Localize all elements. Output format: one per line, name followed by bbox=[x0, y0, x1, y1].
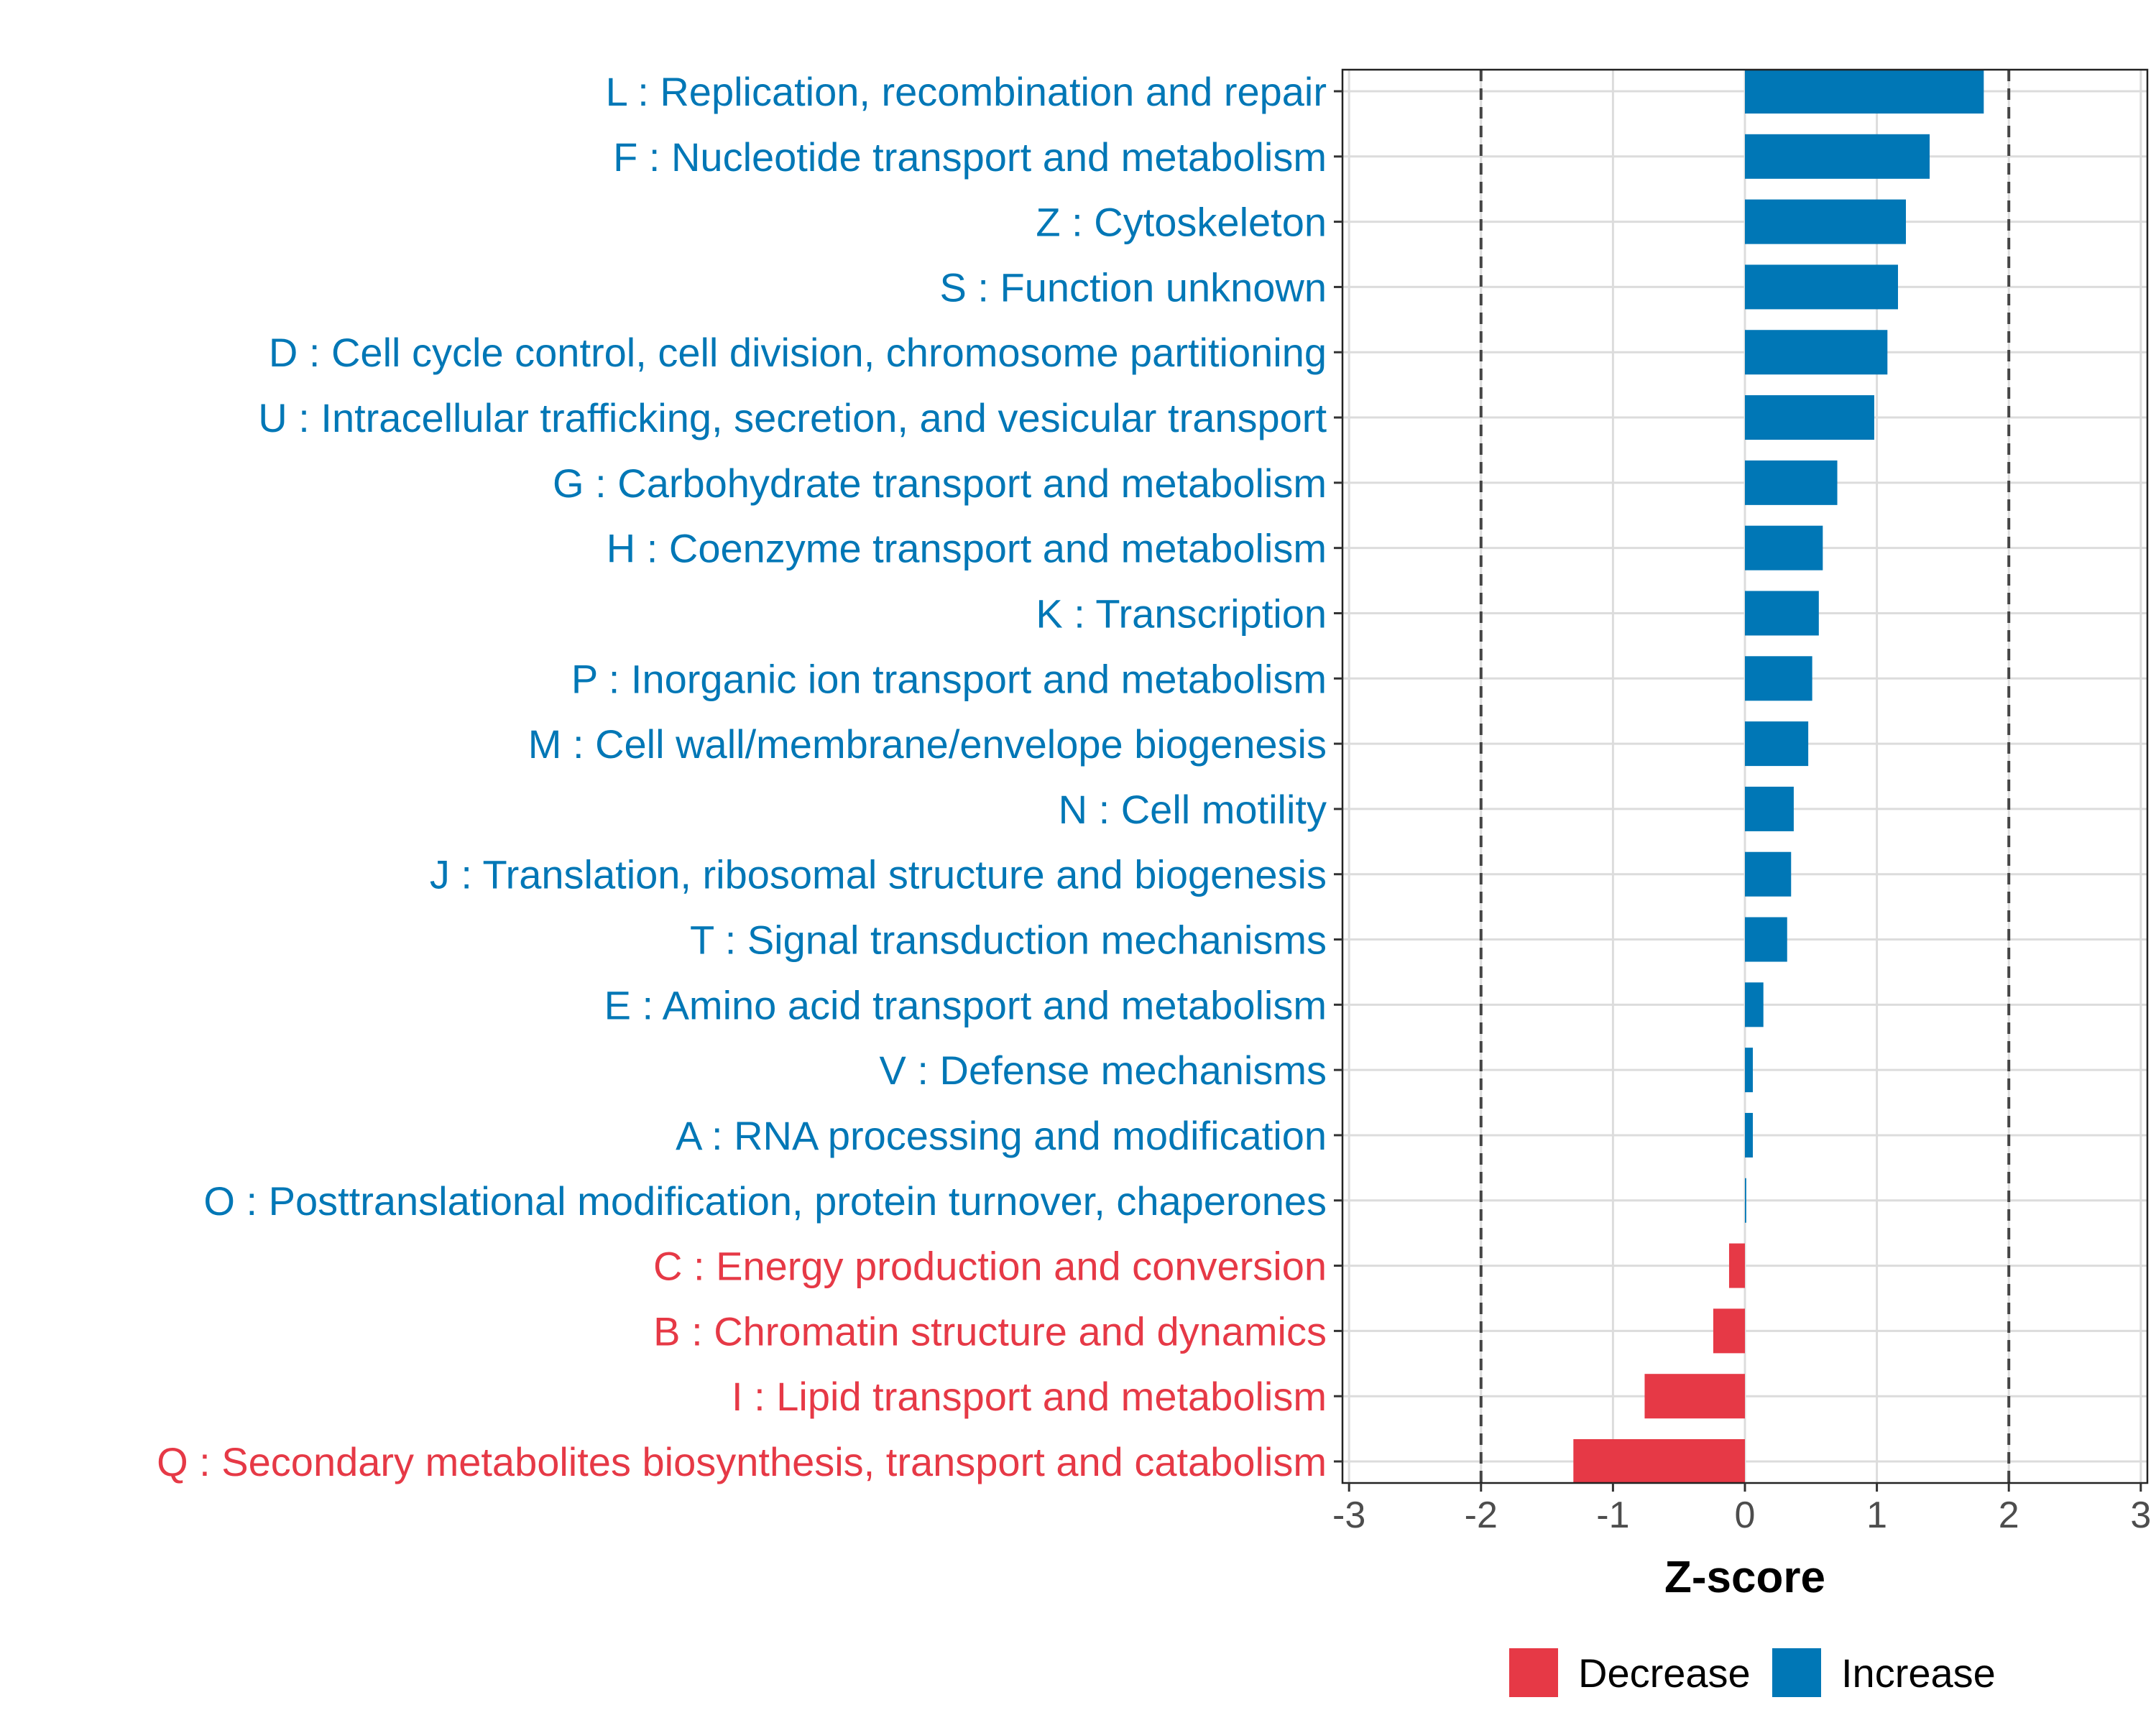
x-tick-label: -3 bbox=[1332, 1494, 1365, 1536]
x-tick-label: 3 bbox=[2130, 1494, 2151, 1536]
y-tick-label: Z : Cytoskeleton bbox=[1036, 200, 1327, 245]
x-tick-label: 0 bbox=[1735, 1494, 1756, 1536]
y-tick-label: K : Transcription bbox=[1036, 591, 1327, 636]
x-tick-label: 2 bbox=[1999, 1494, 2019, 1536]
y-tick-label: J : Translation, ribosomal structure and… bbox=[430, 852, 1327, 897]
bar bbox=[1745, 134, 1930, 179]
bar bbox=[1745, 786, 1794, 831]
legend-swatch bbox=[1772, 1648, 1821, 1697]
y-tick-label: F : Nucleotide transport and metabolism bbox=[613, 134, 1327, 180]
y-tick-label: Q : Secondary metabolites biosynthesis, … bbox=[157, 1439, 1327, 1484]
x-tick-label: -2 bbox=[1465, 1494, 1498, 1536]
y-tick-label: A : RNA processing and modification bbox=[676, 1113, 1327, 1158]
bar bbox=[1573, 1439, 1745, 1484]
y-tick-label: H : Coenzyme transport and metabolism bbox=[607, 526, 1327, 571]
bar bbox=[1745, 264, 1898, 310]
bar bbox=[1745, 395, 1874, 440]
y-tick-label: L : Replication, recombination and repai… bbox=[606, 69, 1327, 114]
x-tick-label: -1 bbox=[1596, 1494, 1629, 1536]
legend-swatch bbox=[1509, 1648, 1558, 1697]
x-tick-label: 1 bbox=[1866, 1494, 1887, 1536]
y-tick-label: G : Carbohydrate transport and metabolis… bbox=[553, 461, 1327, 506]
x-axis-title: Z-score bbox=[1664, 1553, 1825, 1602]
reference-lines bbox=[1479, 70, 2011, 1483]
bar bbox=[1745, 656, 1812, 701]
x-axis: -3 -2 -1 0 1 2 3 bbox=[1332, 1483, 2151, 1536]
legend: Decrease Increase bbox=[1509, 1648, 1996, 1697]
y-tick-label: M : Cell wall/membrane/envelope biogenes… bbox=[528, 721, 1327, 767]
y-tick-label: N : Cell motility bbox=[1059, 787, 1327, 832]
y-tick-label: V : Defense mechanisms bbox=[880, 1048, 1327, 1093]
bar bbox=[1745, 1048, 1754, 1093]
bar bbox=[1745, 982, 1764, 1027]
y-tick-label: S : Function unknown bbox=[939, 264, 1327, 310]
bar bbox=[1745, 330, 1888, 375]
legend-label: Decrease bbox=[1578, 1650, 1751, 1696]
legend-label: Increase bbox=[1841, 1650, 1996, 1696]
bar bbox=[1745, 199, 1906, 244]
y-tick-label: U : Intracellular trafficking, secretion… bbox=[258, 395, 1327, 440]
y-tick-label: D : Cell cycle control, cell division, c… bbox=[269, 330, 1327, 375]
bar bbox=[1713, 1308, 1745, 1354]
bar bbox=[1644, 1374, 1745, 1419]
bar bbox=[1745, 1178, 1746, 1223]
y-tick-label: T : Signal transduction mechanisms bbox=[690, 918, 1327, 963]
y-axis: L : Replication, recombination and repai… bbox=[157, 69, 1342, 1484]
y-tick-label: I : Lipid transport and metabolism bbox=[732, 1374, 1327, 1419]
bar bbox=[1745, 460, 1838, 505]
bars bbox=[1573, 69, 1984, 1484]
y-tick-label: B : Chromatin structure and dynamics bbox=[653, 1308, 1327, 1354]
bar bbox=[1745, 591, 1819, 636]
bar bbox=[1745, 69, 1984, 114]
y-tick-label: E : Amino acid transport and metabolism bbox=[604, 982, 1327, 1027]
bar bbox=[1745, 1112, 1754, 1158]
y-tick-label: O : Posttranslational modification, prot… bbox=[203, 1178, 1327, 1224]
bar bbox=[1745, 525, 1823, 570]
bar bbox=[1745, 721, 1809, 767]
bar bbox=[1745, 851, 1792, 897]
bar bbox=[1728, 1243, 1745, 1288]
y-tick-label: C : Energy production and conversion bbox=[653, 1244, 1327, 1289]
y-tick-label: P : Inorganic ion transport and metaboli… bbox=[571, 656, 1327, 701]
bar bbox=[1745, 917, 1787, 962]
